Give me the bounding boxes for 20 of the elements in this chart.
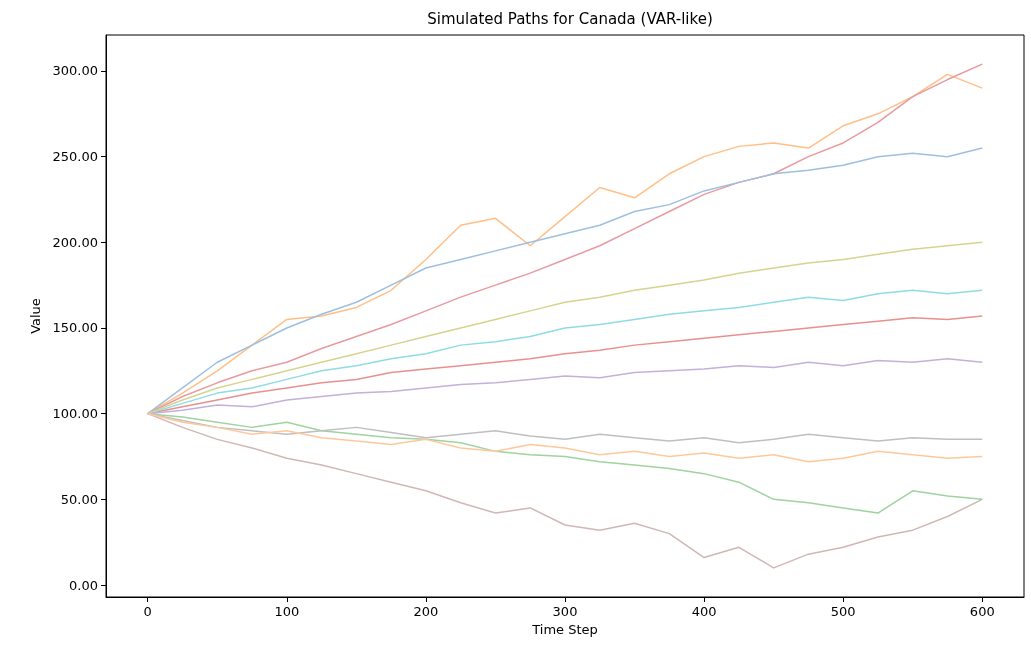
x-tick-label: 0 [143, 604, 152, 619]
line-series [146, 412, 984, 463]
x-tick-label: 500 [830, 604, 856, 619]
line-series [146, 147, 984, 415]
chart-title: Simulated Paths for Canada (VAR-like) [427, 9, 713, 28]
x-tick-label: 100 [274, 604, 300, 619]
line-series [146, 241, 984, 415]
y-axis-title: Value [27, 298, 43, 334]
x-tick-label: 300 [552, 604, 578, 619]
x-axis-title: Time Step [531, 622, 598, 637]
y-tick-label: 300.00 [52, 63, 98, 79]
y-tick-label: 100.00 [52, 406, 98, 422]
x-tick-label: 200 [413, 604, 439, 619]
y-tick-label: 150.00 [52, 320, 98, 336]
y-tick-label: 250.00 [52, 149, 98, 165]
y-tick-label: 200.00 [52, 234, 98, 250]
x-tick-label: 600 [969, 604, 995, 619]
y-tick-label: 50.00 [60, 491, 98, 507]
y-tick-label: 0.00 [69, 577, 98, 593]
x-tick-label: 400 [691, 604, 717, 619]
